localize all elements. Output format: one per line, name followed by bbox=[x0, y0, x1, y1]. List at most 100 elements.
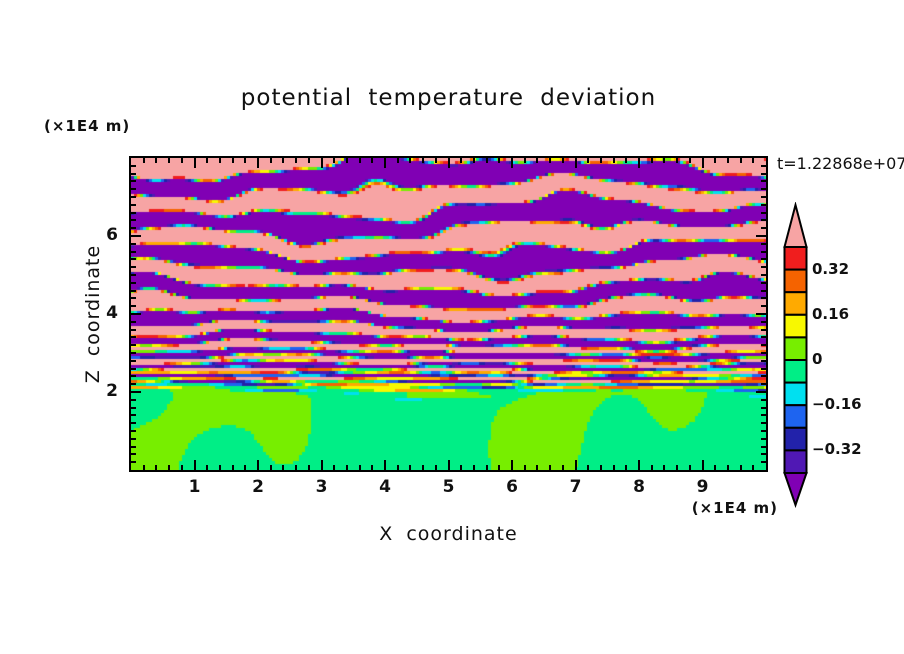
x-minor-tick bbox=[752, 465, 755, 470]
z-tick-label: 6 bbox=[106, 225, 118, 245]
z-minor-tick bbox=[761, 281, 766, 284]
x-minor-tick bbox=[498, 465, 501, 470]
x-minor-tick bbox=[676, 465, 679, 470]
x-minor-tick bbox=[612, 465, 615, 470]
x-minor-tick bbox=[231, 158, 234, 163]
z-minor-tick bbox=[131, 383, 136, 386]
z-minor-tick bbox=[761, 422, 766, 425]
z-major-tick bbox=[131, 235, 141, 237]
x-minor-tick bbox=[282, 158, 285, 163]
z-minor-tick bbox=[131, 180, 136, 183]
z-minor-tick bbox=[131, 203, 136, 206]
z-minor-tick bbox=[131, 453, 136, 456]
x-minor-tick bbox=[333, 465, 336, 470]
z-minor-tick bbox=[761, 352, 766, 354]
x-minor-tick bbox=[180, 465, 183, 470]
x-minor-tick bbox=[358, 465, 361, 470]
colorbar-over-range-arrow bbox=[783, 202, 808, 248]
z-minor-tick bbox=[131, 445, 136, 448]
page-title: potential temperature deviation bbox=[240, 85, 657, 111]
z-minor-tick bbox=[131, 414, 136, 417]
z-minor-tick bbox=[761, 242, 766, 245]
z-minor-tick bbox=[131, 219, 136, 222]
z-minor-tick bbox=[131, 196, 136, 198]
x-minor-tick bbox=[676, 158, 679, 163]
x-minor-tick bbox=[168, 465, 171, 470]
z-minor-tick bbox=[131, 305, 136, 308]
z-minor-tick bbox=[761, 414, 766, 417]
colorbar-segment bbox=[783, 449, 808, 474]
z-minor-tick bbox=[761, 461, 766, 464]
x-minor-tick bbox=[536, 158, 539, 163]
colorbar-segment bbox=[783, 246, 808, 271]
colorbar-tick-label: 0 bbox=[812, 350, 823, 368]
x-minor-tick bbox=[371, 158, 374, 163]
z-minor-tick bbox=[761, 406, 766, 409]
z-minor-tick bbox=[761, 328, 766, 331]
z-minor-tick bbox=[131, 297, 136, 300]
colorbar-segment bbox=[783, 268, 808, 294]
x-axis-unit-label: (×1E4 m) bbox=[691, 499, 778, 517]
colorbar-segment bbox=[783, 404, 808, 429]
x-minor-tick bbox=[269, 158, 272, 163]
z-minor-tick bbox=[131, 281, 136, 284]
z-minor-tick bbox=[131, 352, 136, 354]
x-minor-tick bbox=[434, 158, 437, 163]
x-tick-label: 1 bbox=[188, 477, 201, 497]
x-minor-tick bbox=[206, 465, 209, 470]
x-minor-tick bbox=[549, 465, 552, 470]
colorbar-tick-label: −0.16 bbox=[812, 395, 862, 414]
x-major-tick bbox=[447, 158, 450, 168]
colorbar-segment bbox=[783, 336, 808, 361]
x-minor-tick bbox=[536, 465, 539, 470]
x-major-tick bbox=[638, 460, 640, 470]
x-minor-tick bbox=[345, 158, 348, 163]
z-minor-tick bbox=[761, 172, 766, 175]
x-minor-tick bbox=[625, 465, 628, 470]
z-minor-tick bbox=[131, 437, 136, 440]
x-minor-tick bbox=[396, 465, 399, 470]
x-minor-tick bbox=[244, 158, 247, 163]
z-minor-tick bbox=[761, 180, 766, 183]
x-minor-tick bbox=[460, 158, 463, 163]
x-minor-tick bbox=[295, 465, 298, 470]
x-minor-tick bbox=[650, 465, 653, 470]
x-minor-tick bbox=[523, 158, 526, 163]
x-major-tick bbox=[701, 158, 704, 168]
z-major-tick bbox=[756, 235, 766, 237]
x-minor-tick bbox=[599, 158, 602, 163]
x-minor-tick bbox=[739, 465, 742, 470]
time-annotation: t=1.22868e+07 bbox=[777, 154, 904, 173]
z-minor-tick bbox=[131, 461, 136, 464]
z-minor-tick bbox=[131, 164, 136, 167]
x-minor-tick bbox=[726, 158, 729, 163]
contour-field-canvas bbox=[131, 158, 766, 470]
z-minor-tick bbox=[761, 188, 766, 191]
z-minor-tick bbox=[761, 445, 766, 448]
colorbar-segment bbox=[783, 359, 808, 384]
z-minor-tick bbox=[131, 242, 136, 245]
x-minor-tick bbox=[396, 158, 399, 163]
z-major-tick bbox=[756, 313, 766, 315]
z-major-tick bbox=[131, 391, 141, 393]
z-minor-tick bbox=[131, 172, 136, 175]
z-minor-tick bbox=[131, 266, 136, 269]
x-minor-tick bbox=[307, 465, 310, 470]
z-minor-tick bbox=[131, 320, 136, 323]
x-minor-tick bbox=[142, 158, 145, 163]
x-minor-tick bbox=[714, 158, 717, 163]
z-minor-tick bbox=[761, 437, 766, 440]
z-minor-tick bbox=[131, 328, 136, 331]
colorbar-tick-label: 0.32 bbox=[812, 259, 850, 278]
z-minor-tick bbox=[131, 336, 136, 339]
z-minor-tick bbox=[761, 430, 766, 432]
z-minor-tick bbox=[761, 227, 766, 230]
z-tick-label: 4 bbox=[106, 303, 118, 323]
x-minor-tick bbox=[714, 465, 717, 470]
plot-area bbox=[129, 156, 768, 472]
colorbar-tick-label: 0.16 bbox=[812, 304, 850, 323]
x-minor-tick bbox=[180, 158, 183, 163]
z-minor-tick bbox=[761, 289, 766, 292]
z-minor-tick bbox=[131, 250, 136, 253]
